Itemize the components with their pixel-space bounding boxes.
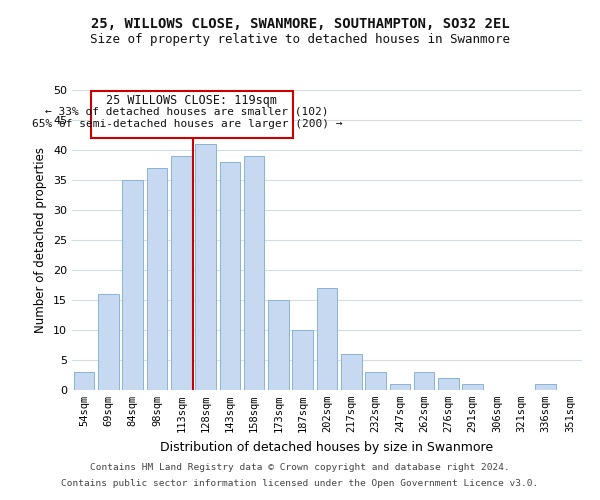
Bar (389, 384, 410, 390)
Bar (292, 330, 313, 390)
Bar (220, 162, 240, 390)
Text: Contains public sector information licensed under the Open Government Licence v3: Contains public sector information licen… (61, 478, 539, 488)
Bar (74, 372, 94, 390)
Y-axis label: Number of detached properties: Number of detached properties (34, 147, 47, 333)
Bar (98, 294, 119, 390)
Text: 65% of semi-detached houses are larger (200) →: 65% of semi-detached houses are larger (… (32, 119, 343, 129)
Bar (438, 378, 459, 390)
Bar (365, 372, 386, 390)
Bar (122, 180, 143, 390)
Text: Contains HM Land Registry data © Crown copyright and database right 2024.: Contains HM Land Registry data © Crown c… (90, 464, 510, 472)
Bar (244, 156, 265, 390)
Bar (341, 354, 362, 390)
Text: 25 WILLOWS CLOSE: 119sqm: 25 WILLOWS CLOSE: 119sqm (106, 94, 277, 106)
Bar (414, 372, 434, 390)
Bar (535, 384, 556, 390)
Bar (463, 384, 483, 390)
Text: ← 33% of detached houses are smaller (102): ← 33% of detached houses are smaller (10… (46, 106, 329, 117)
X-axis label: Distribution of detached houses by size in Swanmore: Distribution of detached houses by size … (160, 440, 494, 454)
Text: 25, WILLOWS CLOSE, SWANMORE, SOUTHAMPTON, SO32 2EL: 25, WILLOWS CLOSE, SWANMORE, SOUTHAMPTON… (91, 18, 509, 32)
Bar (91, 91, 293, 138)
Text: Size of property relative to detached houses in Swanmore: Size of property relative to detached ho… (90, 32, 510, 46)
Bar (195, 144, 216, 390)
Bar (171, 156, 191, 390)
Bar (268, 300, 289, 390)
Bar (317, 288, 337, 390)
Bar (146, 168, 167, 390)
